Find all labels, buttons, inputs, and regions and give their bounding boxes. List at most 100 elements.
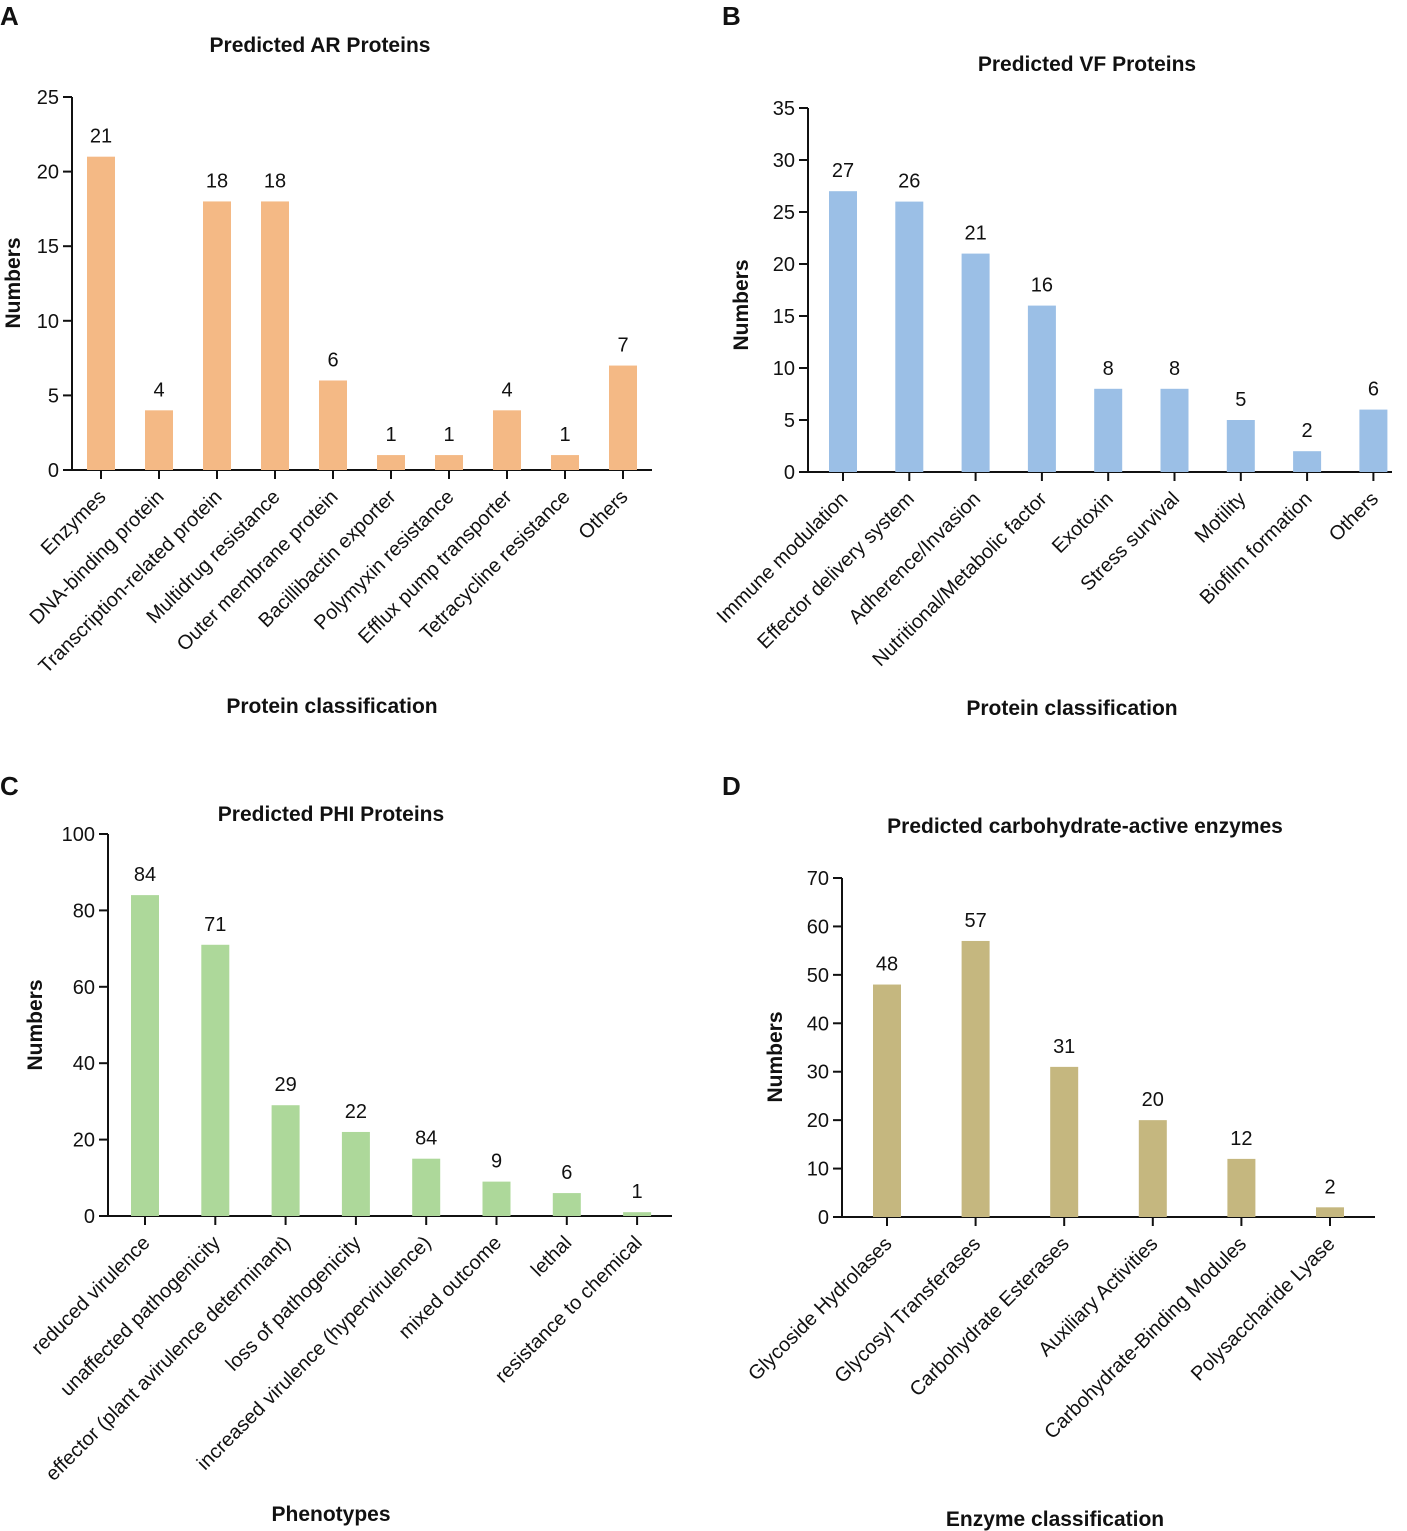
x-axis-label: Phenotypes: [271, 1503, 390, 1526]
y-axis-label: Numbers: [24, 979, 47, 1070]
bar: [895, 201, 924, 472]
bar: [341, 1131, 370, 1216]
y-tick-label: 25: [37, 87, 59, 109]
y-tick-label: 20: [73, 1130, 95, 1152]
chart-title: Predicted carbohydrate-active enzymes: [887, 815, 1283, 838]
y-tick-label: 10: [773, 358, 795, 380]
bar: [961, 253, 990, 472]
bar: [412, 1158, 441, 1216]
y-tick-label: 70: [807, 868, 829, 890]
chart-panel-b: B Predicted VF Proteins Numbers Protein cla…: [713, 1, 1392, 720]
data-label: 1: [559, 424, 570, 446]
category-label: Exotoxin: [1048, 488, 1118, 558]
data-label: 84: [134, 864, 156, 886]
category-label: Carbohydrate Esterases: [906, 1233, 1074, 1401]
category-label: Immune modulation: [713, 488, 853, 628]
data-label: 20: [1142, 1089, 1164, 1111]
y-tick-label: 60: [73, 977, 95, 999]
category-label: lethal: [527, 1232, 576, 1281]
data-label: 16: [1031, 275, 1053, 297]
data-label: 12: [1230, 1128, 1252, 1150]
bar: [319, 380, 347, 470]
bar: [1293, 451, 1322, 472]
y-tick-label: 50: [807, 965, 829, 987]
category-label: Polysaccharide Lyase: [1187, 1233, 1340, 1386]
data-label: 4: [153, 379, 164, 401]
data-label: 6: [327, 349, 338, 371]
data-label: 21: [90, 126, 112, 148]
y-tick-label: 20: [37, 162, 59, 184]
panel-letter: B: [722, 1, 741, 31]
bar: [435, 455, 463, 470]
bar: [1227, 1158, 1256, 1217]
bar: [873, 984, 901, 1217]
category-label: Biofilm formation: [1196, 488, 1317, 609]
data-label: 7: [617, 335, 628, 357]
bar: [1138, 1120, 1167, 1217]
y-tick-label: 25: [773, 202, 795, 224]
data-label: 26: [898, 171, 920, 193]
bar: [131, 895, 159, 1216]
panel-letter: D: [722, 771, 741, 801]
bar: [551, 455, 579, 470]
y-axis-label: Numbers: [764, 1011, 787, 1102]
data-label: 31: [1053, 1036, 1075, 1058]
data-label: 71: [204, 914, 226, 936]
y-tick-label: 30: [773, 150, 795, 172]
bar: [1160, 388, 1189, 472]
data-label: 1: [443, 424, 454, 446]
panel-letter: A: [0, 1, 19, 31]
panel-letter: C: [0, 771, 19, 801]
bar: [145, 410, 173, 470]
y-tick-label: 20: [773, 254, 795, 276]
category-label: Adherence/Invasion: [845, 488, 986, 629]
x-axis-label: Protein classification: [966, 697, 1177, 720]
y-tick-label: 10: [37, 311, 59, 333]
data-label: 29: [274, 1074, 296, 1096]
bar: [1316, 1207, 1344, 1217]
data-label: 18: [264, 170, 286, 192]
data-label: 9: [491, 1151, 502, 1173]
bar: [201, 944, 230, 1216]
data-label: 84: [415, 1128, 437, 1150]
y-tick-label: 5: [784, 410, 795, 432]
y-tick-label: 0: [84, 1206, 95, 1228]
category-label: effector (plant avirulence determinant): [42, 1232, 295, 1485]
data-label: 21: [964, 223, 986, 245]
y-tick-label: 10: [807, 1159, 829, 1181]
y-tick-label: 60: [807, 916, 829, 938]
bar: [829, 191, 857, 472]
category-label: Others: [575, 486, 633, 544]
data-label: 1: [632, 1181, 643, 1203]
bar: [261, 201, 289, 470]
y-tick-label: 35: [773, 98, 795, 120]
bar: [493, 410, 521, 470]
y-axis-label: Numbers: [730, 259, 753, 350]
y-tick-label: 80: [73, 900, 95, 922]
y-axis-label: Numbers: [2, 237, 25, 328]
data-label: 2: [1302, 420, 1313, 442]
category-label: resistance to chemical: [491, 1232, 646, 1387]
data-label: 22: [345, 1101, 367, 1123]
category-label: Motility: [1191, 488, 1251, 548]
bar: [482, 1181, 511, 1216]
category-label: Glycosyl Transferases: [830, 1233, 985, 1388]
y-tick-label: 40: [73, 1053, 95, 1075]
chart-title: Predicted AR Proteins: [210, 34, 431, 57]
bar: [1027, 305, 1056, 472]
chart-panel-d: D Predicted carbohydrate-active enzymes Nu…: [722, 771, 1375, 1531]
y-tick-label: 0: [818, 1207, 829, 1229]
y-tick-label: 0: [48, 460, 59, 482]
bar: [1226, 420, 1255, 472]
data-label: 2: [1324, 1176, 1335, 1198]
y-tick-label: 15: [37, 236, 59, 258]
data-label: 18: [206, 170, 228, 192]
chart-title: Predicted PHI Proteins: [218, 803, 444, 826]
chart-title: Predicted VF Proteins: [978, 53, 1196, 76]
category-label: reduced virulence: [27, 1232, 154, 1359]
y-tick-label: 0: [784, 462, 795, 484]
data-label: 48: [876, 954, 898, 976]
data-label: 4: [501, 379, 512, 401]
bar: [203, 201, 231, 470]
bar: [623, 1212, 652, 1216]
